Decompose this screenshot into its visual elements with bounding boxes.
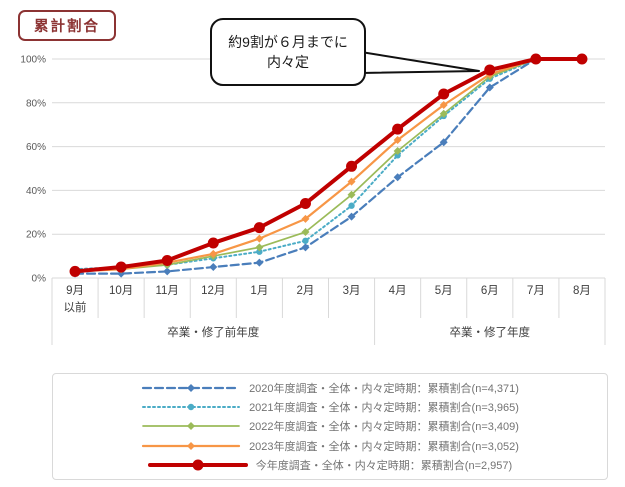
callout-text-line1: 約9割が６月までに [228, 33, 348, 50]
callout-bubble: 約9割が６月までに 内々定 [210, 18, 366, 86]
legend-item-3: 2023年度調査・全体・内々定時期：累積割合(n=3,052) [53, 438, 607, 454]
x-month-label: 2月 [297, 285, 315, 297]
data-point [485, 83, 494, 92]
data-point [301, 214, 310, 223]
chart-title: 累計割合 [34, 19, 100, 35]
series-line-4 [73, 57, 584, 274]
legend-line-sample [142, 422, 240, 431]
data-point [393, 136, 402, 145]
data-point [347, 212, 356, 221]
x-group-label: 卒業・修了前年度 [167, 325, 259, 339]
data-point [484, 64, 496, 76]
x-month-label: 12月 [201, 285, 225, 297]
series-line-0 [73, 57, 584, 275]
x-month-label: 10月 [109, 285, 133, 297]
data-point [255, 243, 264, 252]
data-point [256, 248, 263, 255]
chart-title-box: 累計割合 [18, 10, 116, 41]
legend-label: 2020年度調査・全体・内々定時期：累積割合(n=4,371) [249, 382, 519, 395]
y-tick-label: 40% [26, 186, 46, 197]
legend-label: 2022年度調査・全体・内々定時期：累積割合(n=3,409) [249, 421, 519, 434]
data-point [393, 146, 402, 155]
legend-item-2: 2022年度調査・全体・内々定時期：累積割合(n=3,409) [53, 418, 607, 434]
legend-item-0: 2020年度調査・全体・内々定時期：累積割合(n=4,371) [53, 380, 607, 396]
data-point [530, 53, 542, 65]
legend-item-4: 今年度調査・全体・内々定時期：累積割合(n=2,957) [53, 457, 607, 473]
data-point [394, 152, 401, 159]
data-point [209, 263, 218, 272]
data-point [439, 138, 448, 147]
data-point [207, 237, 219, 249]
x-month-label: 5月 [435, 285, 453, 297]
x-month-label: 6月 [481, 285, 499, 297]
x-month-sublabel: 以前 [64, 300, 87, 314]
series-line-3 [73, 57, 584, 273]
data-point [348, 202, 355, 209]
y-tick-label: 60% [26, 142, 46, 153]
legend-label: 2021年度調査・全体・内々定時期：累積割合(n=3,965) [249, 402, 519, 415]
data-point [439, 109, 448, 118]
data-point [69, 265, 81, 277]
data-point [392, 123, 404, 135]
data-point [209, 249, 218, 258]
x-month-label: 4月 [389, 285, 407, 297]
x-month-label: 11月 [155, 285, 178, 297]
y-tick-label: 0% [32, 274, 47, 285]
data-point [346, 160, 358, 172]
data-point [347, 190, 356, 199]
y-tick-label: 80% [26, 98, 46, 109]
x-month-label: 3月 [343, 285, 361, 297]
x-group-label: 卒業・修了年度 [450, 325, 531, 339]
data-point [255, 234, 264, 243]
legend-line-sample [141, 441, 241, 450]
data-point [301, 228, 310, 237]
x-month-label: 1月 [250, 285, 268, 297]
data-point [301, 243, 310, 252]
x-month-label: 8月 [573, 285, 591, 297]
series-line-1 [74, 58, 583, 271]
legend-label: 今年度調査・全体・内々定時期：累積割合(n=2,957) [255, 460, 513, 473]
x-month-label: 7月 [527, 285, 545, 297]
data-point [347, 177, 356, 186]
x-month-label: 9月 [66, 285, 84, 297]
data-point [163, 267, 172, 276]
y-tick-label: 100% [20, 55, 46, 66]
data-point [115, 261, 127, 273]
y-tick-label: 20% [26, 230, 46, 241]
data-point [255, 258, 264, 267]
data-point [576, 53, 588, 65]
legend-item-1: 2021年度調査・全体・内々定時期：累積割合(n=3,965) [53, 399, 607, 415]
callout-text-line2: 内々定 [267, 54, 309, 70]
data-point [438, 88, 450, 100]
data-point [393, 173, 402, 182]
series-line-2 [74, 58, 583, 273]
legend: 2020年度調査・全体・内々定時期：累積割合(n=4,371) 2021年度調査・… [52, 373, 608, 480]
data-point [302, 237, 309, 244]
legend-line-sample [142, 403, 241, 411]
legend-label: 2023年度調査・全体・内々定時期：累積割合(n=3,052) [249, 440, 519, 453]
data-point [299, 198, 311, 210]
data-point [253, 222, 265, 234]
data-point [161, 254, 173, 266]
data-point [439, 100, 448, 109]
legend-line-sample [141, 383, 241, 392]
legend-line-sample [147, 459, 248, 471]
callout-tail [360, 51, 480, 74]
